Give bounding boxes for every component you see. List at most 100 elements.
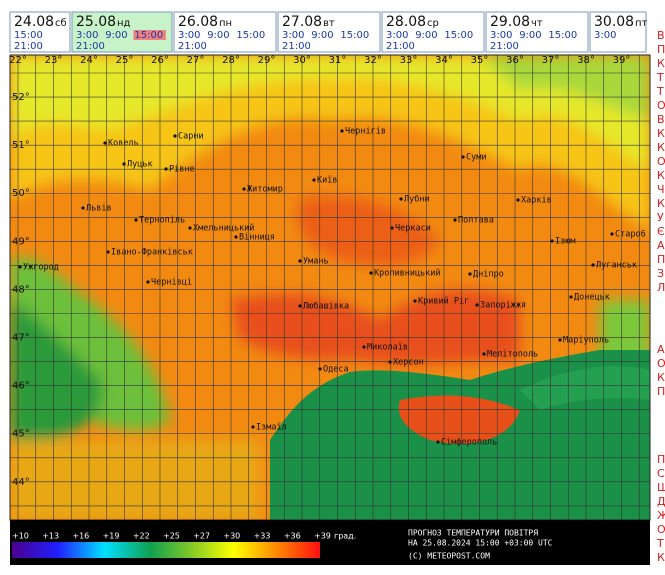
scale-label: +16 <box>72 532 89 541</box>
side-link[interactable]: П <box>657 253 665 266</box>
time-link[interactable]: 21:00 <box>76 41 105 52</box>
time-link[interactable]: 21:00 <box>14 41 43 52</box>
tab-weekday[interactable]: пт <box>635 18 648 29</box>
tab-date[interactable]: 30.08 <box>594 14 634 30</box>
time-link[interactable]: 3:00 <box>490 30 512 41</box>
side-link[interactable]: О <box>657 523 665 536</box>
side-link[interactable]: А <box>657 239 665 252</box>
time-link[interactable]: 3:00 <box>594 30 616 41</box>
day-tab[interactable] <box>381 11 485 53</box>
time-link[interactable]: 15:00 <box>340 30 369 41</box>
city-dot <box>369 271 373 275</box>
side-link[interactable]: О <box>657 155 665 168</box>
side-link[interactable]: К <box>657 57 665 70</box>
tab-weekday[interactable]: нд <box>117 18 131 29</box>
side-link[interactable]: Т <box>656 85 664 98</box>
city-dot <box>164 167 168 171</box>
time-link[interactable]: 21:00 <box>386 41 415 52</box>
longitude-label: 37° <box>542 55 560 66</box>
day-tab[interactable] <box>173 11 277 53</box>
city-label: Донецьк <box>574 293 610 303</box>
city-label: Ковель <box>108 139 139 149</box>
city-dot <box>298 259 302 263</box>
city-label: Одеса <box>323 365 349 375</box>
selected-time-bg <box>133 30 166 40</box>
day-tab[interactable] <box>589 11 647 53</box>
tab-weekday[interactable]: вт <box>323 18 335 29</box>
side-link[interactable]: К <box>657 551 665 564</box>
city-label: Суми <box>466 153 486 163</box>
side-link[interactable]: О <box>657 357 665 370</box>
side-link[interactable]: К <box>657 371 665 384</box>
day-tab[interactable] <box>485 11 589 53</box>
side-link[interactable]: Д <box>657 495 665 508</box>
side-link[interactable]: Л <box>657 281 665 294</box>
side-link[interactable]: Т <box>656 71 664 84</box>
tab-date[interactable]: 29.08 <box>490 14 530 30</box>
scale-label: +19 <box>103 532 120 541</box>
tab-weekday[interactable]: ср <box>427 18 439 29</box>
day-tab[interactable] <box>9 11 71 53</box>
side-link[interactable]: О <box>657 99 665 112</box>
time-link[interactable]: 9:00 <box>207 30 229 41</box>
city-dot <box>251 425 255 429</box>
time-link[interactable]: 15:00 <box>444 30 473 41</box>
time-link[interactable]: 3:00 <box>178 30 200 41</box>
tab-date[interactable]: 25.08 <box>76 14 116 30</box>
side-link[interactable]: К <box>657 127 665 140</box>
side-link[interactable]: П <box>657 43 665 56</box>
tab-weekday[interactable]: сб <box>55 18 67 29</box>
scale-label: +30 <box>223 532 240 541</box>
azov-sea <box>520 366 650 410</box>
time-link[interactable]: 15:00 <box>548 30 577 41</box>
side-link[interactable]: З <box>657 267 664 280</box>
side-link[interactable]: Є <box>657 225 665 238</box>
side-link[interactable]: К <box>657 197 665 210</box>
time-link[interactable]: 15:00 <box>14 30 43 41</box>
day-tab[interactable] <box>277 11 381 53</box>
tab-weekday[interactable]: пн <box>219 18 232 29</box>
city-label: Запоріжжя <box>480 301 526 311</box>
side-link[interactable]: Ч <box>657 183 665 196</box>
side-link[interactable]: Ж <box>657 509 665 522</box>
time-link[interactable]: 9:00 <box>519 30 541 41</box>
city-label: Рівне <box>169 165 195 175</box>
longitude-label: 31° <box>329 55 347 66</box>
side-link[interactable]: К <box>657 169 665 182</box>
time-link[interactable]: 3:00 <box>282 30 304 41</box>
time-link[interactable]: 15:00 <box>236 30 265 41</box>
time-link[interactable]: 21:00 <box>490 41 519 52</box>
time-link[interactable]: 15:00 <box>134 30 163 41</box>
tab-date[interactable]: 24.08 <box>14 14 54 30</box>
side-link[interactable]: А <box>657 343 665 356</box>
time-link[interactable]: 3:00 <box>76 30 98 41</box>
tab-date[interactable]: 26.08 <box>178 14 218 30</box>
city-dot <box>482 352 486 356</box>
tab-date[interactable]: 27.08 <box>282 14 322 30</box>
crimea <box>398 395 520 444</box>
tab-weekday[interactable]: чт <box>531 18 543 29</box>
side-link[interactable]: Т <box>656 537 664 550</box>
side-link[interactable]: В <box>657 113 665 126</box>
scale-label: +22 <box>133 532 150 541</box>
side-link[interactable]: П <box>657 385 665 398</box>
time-link[interactable]: 9:00 <box>311 30 333 41</box>
city-dot <box>610 232 614 236</box>
city-label: Миколаїв <box>367 343 408 353</box>
time-link[interactable]: 3:00 <box>386 30 408 41</box>
side-link[interactable]: У <box>657 211 664 224</box>
time-link[interactable]: 21:00 <box>282 41 311 52</box>
time-link[interactable]: 9:00 <box>105 30 127 41</box>
tab-date[interactable]: 28.08 <box>386 14 426 30</box>
city-dot <box>461 155 465 159</box>
side-link[interactable]: К <box>657 141 665 154</box>
time-link[interactable]: 9:00 <box>415 30 437 41</box>
side-link[interactable]: Ш <box>657 481 665 494</box>
time-link[interactable]: 21:00 <box>178 41 207 52</box>
city-dot <box>475 303 479 307</box>
side-link[interactable]: П <box>657 453 665 466</box>
city-label: Харків <box>521 196 552 206</box>
side-link[interactable]: С <box>657 467 665 480</box>
city-label: Кривий Ріг <box>418 297 469 307</box>
side-link[interactable]: В <box>657 29 665 42</box>
